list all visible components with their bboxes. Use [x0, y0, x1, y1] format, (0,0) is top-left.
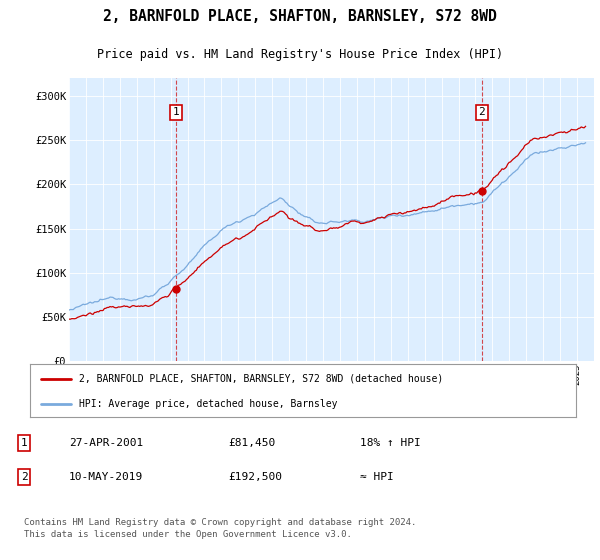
Text: 2: 2: [20, 472, 28, 482]
Text: £192,500: £192,500: [228, 472, 282, 482]
Text: Price paid vs. HM Land Registry's House Price Index (HPI): Price paid vs. HM Land Registry's House …: [97, 48, 503, 61]
Text: 27-APR-2001: 27-APR-2001: [69, 438, 143, 448]
Text: 10-MAY-2019: 10-MAY-2019: [69, 472, 143, 482]
Text: ≈ HPI: ≈ HPI: [360, 472, 394, 482]
Text: 1: 1: [20, 438, 28, 448]
Text: 18% ↑ HPI: 18% ↑ HPI: [360, 438, 421, 448]
Text: 1: 1: [173, 108, 179, 118]
Text: Contains HM Land Registry data © Crown copyright and database right 2024.
This d: Contains HM Land Registry data © Crown c…: [24, 518, 416, 539]
Text: £81,450: £81,450: [228, 438, 275, 448]
Text: 2, BARNFOLD PLACE, SHAFTON, BARNSLEY, S72 8WD: 2, BARNFOLD PLACE, SHAFTON, BARNSLEY, S7…: [103, 9, 497, 24]
Text: HPI: Average price, detached house, Barnsley: HPI: Average price, detached house, Barn…: [79, 399, 338, 409]
Text: 2, BARNFOLD PLACE, SHAFTON, BARNSLEY, S72 8WD (detached house): 2, BARNFOLD PLACE, SHAFTON, BARNSLEY, S7…: [79, 374, 443, 384]
Text: 2: 2: [478, 108, 485, 118]
